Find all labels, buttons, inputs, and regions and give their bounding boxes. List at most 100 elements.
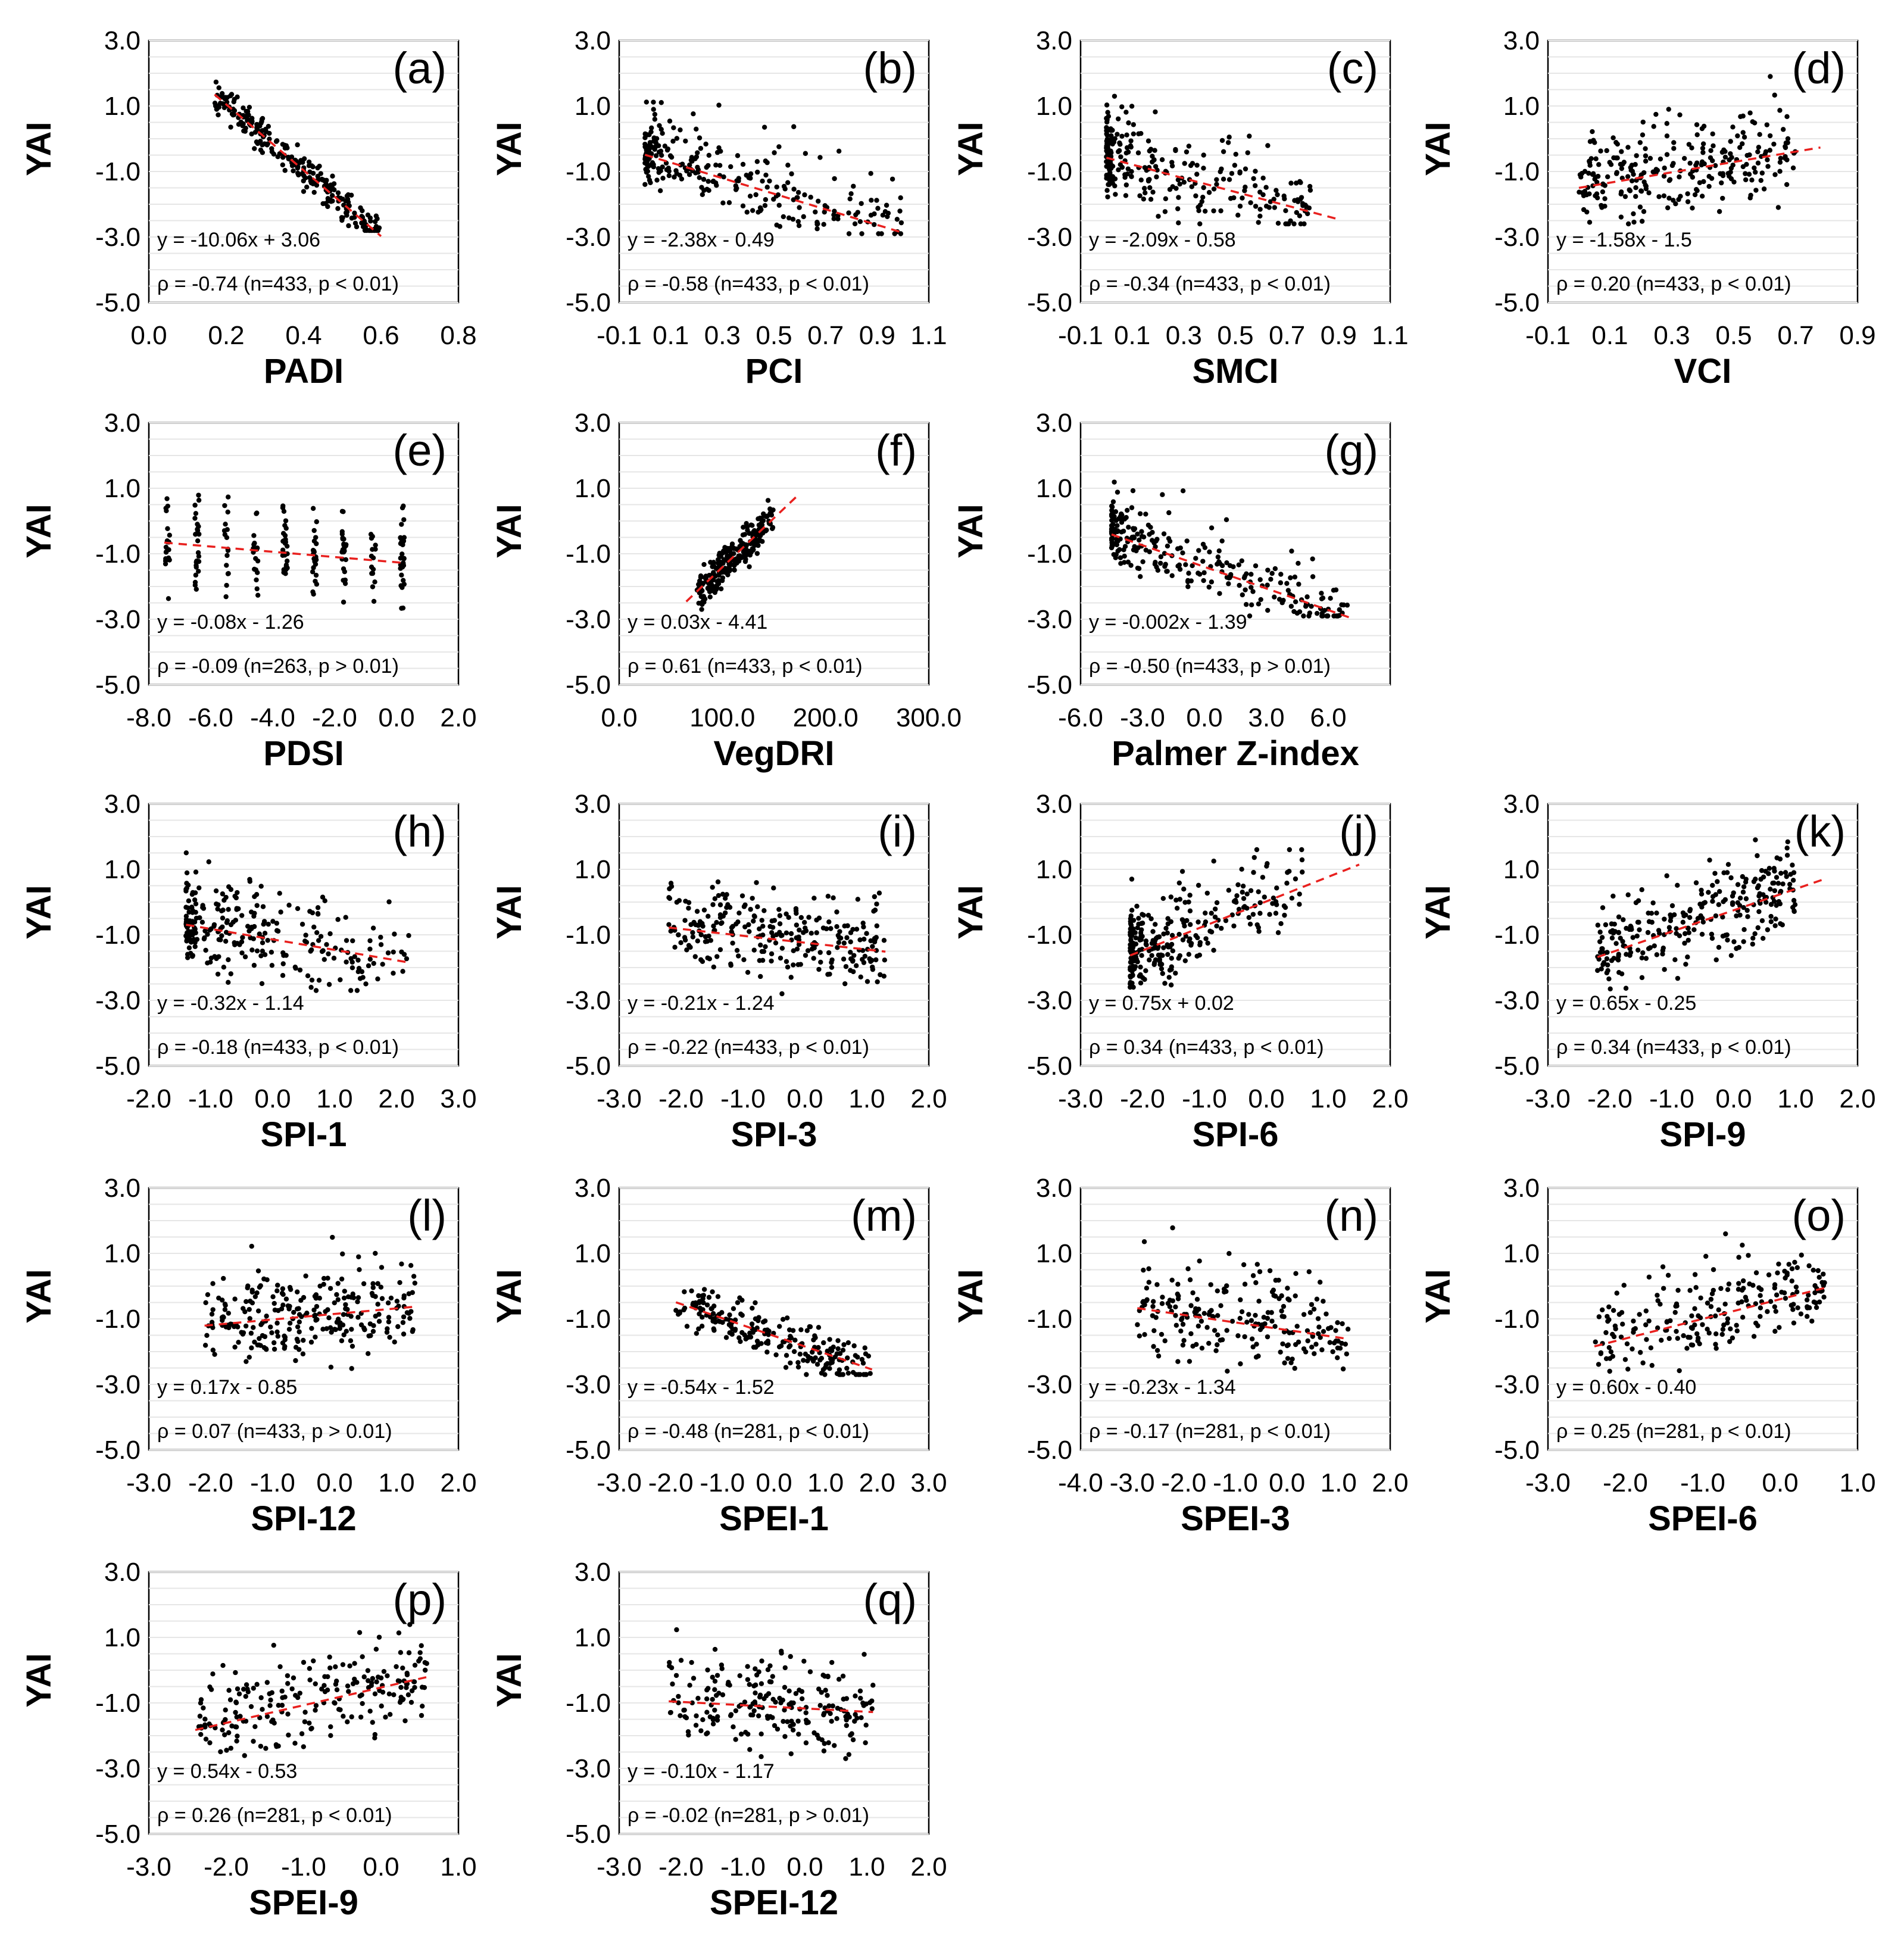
data-point: [314, 581, 320, 587]
regression-equation: y = 0.54x - 0.53: [157, 1760, 297, 1783]
y-tick-label: -1.0: [95, 921, 141, 950]
data-point: [1129, 876, 1135, 882]
y-axis-title: YAI: [1419, 121, 1457, 176]
data-point: [1587, 191, 1592, 196]
data-point: [1791, 909, 1797, 915]
data-point: [707, 594, 713, 600]
data-point: [1229, 171, 1235, 176]
y-tick-label: -1.0: [95, 157, 141, 186]
data-point: [750, 546, 756, 551]
data-point: [1248, 585, 1254, 590]
data-point: [1759, 918, 1765, 924]
data-point: [1109, 523, 1115, 528]
y-tick-label: -3.0: [95, 1754, 141, 1783]
y-tick-label: 1.0: [104, 855, 141, 884]
y-tick-label: 3.0: [1503, 1174, 1540, 1203]
data-point: [1763, 149, 1769, 155]
data-point: [811, 956, 816, 961]
data-point: [404, 1310, 410, 1315]
data-point: [858, 974, 863, 980]
data-point: [348, 1314, 354, 1319]
data-point: [1211, 947, 1216, 953]
data-point: [1743, 177, 1749, 183]
data-point: [756, 1713, 761, 1718]
data-point: [401, 503, 406, 509]
data-point: [1767, 133, 1773, 139]
data-point: [1783, 1296, 1788, 1301]
data-point: [1137, 511, 1143, 516]
y-tick-label: -5.0: [1494, 288, 1540, 317]
data-point: [745, 1677, 751, 1682]
data-point: [1616, 914, 1622, 920]
data-point: [1136, 131, 1141, 136]
data-point: [1281, 194, 1287, 199]
data-point: [249, 1243, 254, 1249]
data-point: [197, 915, 202, 921]
y-tick-label: -1.0: [95, 1689, 141, 1718]
data-point: [1771, 141, 1777, 147]
data-point: [1257, 189, 1263, 195]
data-point: [1740, 164, 1746, 170]
data-point: [1202, 208, 1208, 214]
data-point: [308, 949, 313, 954]
correlation-stats: ρ = -0.17 (n=281, p < 0.01): [1089, 1420, 1331, 1443]
data-point: [344, 959, 349, 965]
data-point: [335, 917, 341, 922]
data-point: [706, 913, 711, 919]
data-point: [757, 926, 762, 932]
data-point: [1251, 854, 1257, 860]
data-point: [1184, 149, 1190, 155]
data-point: [805, 1358, 810, 1364]
data-point: [747, 929, 752, 934]
data-point: [700, 1717, 706, 1723]
data-point: [254, 948, 260, 954]
data-point: [701, 1300, 706, 1306]
correlation-stats: ρ = 0.25 (n=281, p < 0.01): [1556, 1420, 1791, 1443]
data-point: [1303, 1349, 1309, 1355]
data-point: [190, 890, 196, 896]
data-point: [260, 1706, 265, 1712]
data-point: [220, 891, 226, 897]
data-point: [1768, 913, 1774, 919]
data-point: [860, 1361, 866, 1366]
data-point: [1142, 1332, 1147, 1337]
data-point: [337, 1325, 342, 1331]
data-point: [1201, 185, 1206, 191]
data-point: [1788, 872, 1793, 877]
data-point: [1741, 939, 1746, 944]
data-point: [740, 203, 746, 209]
data-point: [1317, 1280, 1323, 1285]
x-axis-title: PADI: [264, 352, 344, 391]
data-point: [1750, 941, 1755, 947]
data-point: [1287, 1297, 1292, 1303]
data-point: [1271, 1287, 1276, 1293]
data-point: [1652, 943, 1657, 949]
data-point: [754, 1339, 760, 1344]
data-point: [1771, 866, 1777, 871]
data-point: [302, 1709, 308, 1715]
data-point: [834, 1716, 839, 1721]
data-point: [1278, 1349, 1283, 1355]
data-point: [311, 528, 317, 534]
data-point: [165, 503, 170, 509]
data-point: [357, 1693, 363, 1699]
data-point: [753, 1682, 759, 1688]
data-point: [1681, 1333, 1686, 1339]
data-point: [402, 1718, 408, 1724]
data-point: [645, 164, 651, 169]
data-point: [697, 135, 703, 141]
x-tick-label: 0.0: [1186, 703, 1222, 732]
data-point: [1257, 577, 1263, 582]
x-tick-label: 2.0: [440, 1468, 476, 1497]
data-point: [1343, 1341, 1349, 1347]
data-point: [365, 1668, 371, 1673]
data-point: [1653, 167, 1659, 172]
data-point: [1749, 177, 1755, 183]
x-tick-label: -3.0: [1120, 703, 1165, 732]
data-point: [1710, 882, 1715, 888]
data-point: [1104, 138, 1110, 143]
data-point: [1151, 960, 1157, 965]
data-point: [1685, 199, 1691, 204]
data-point: [1128, 563, 1134, 568]
data-point: [1129, 104, 1135, 109]
